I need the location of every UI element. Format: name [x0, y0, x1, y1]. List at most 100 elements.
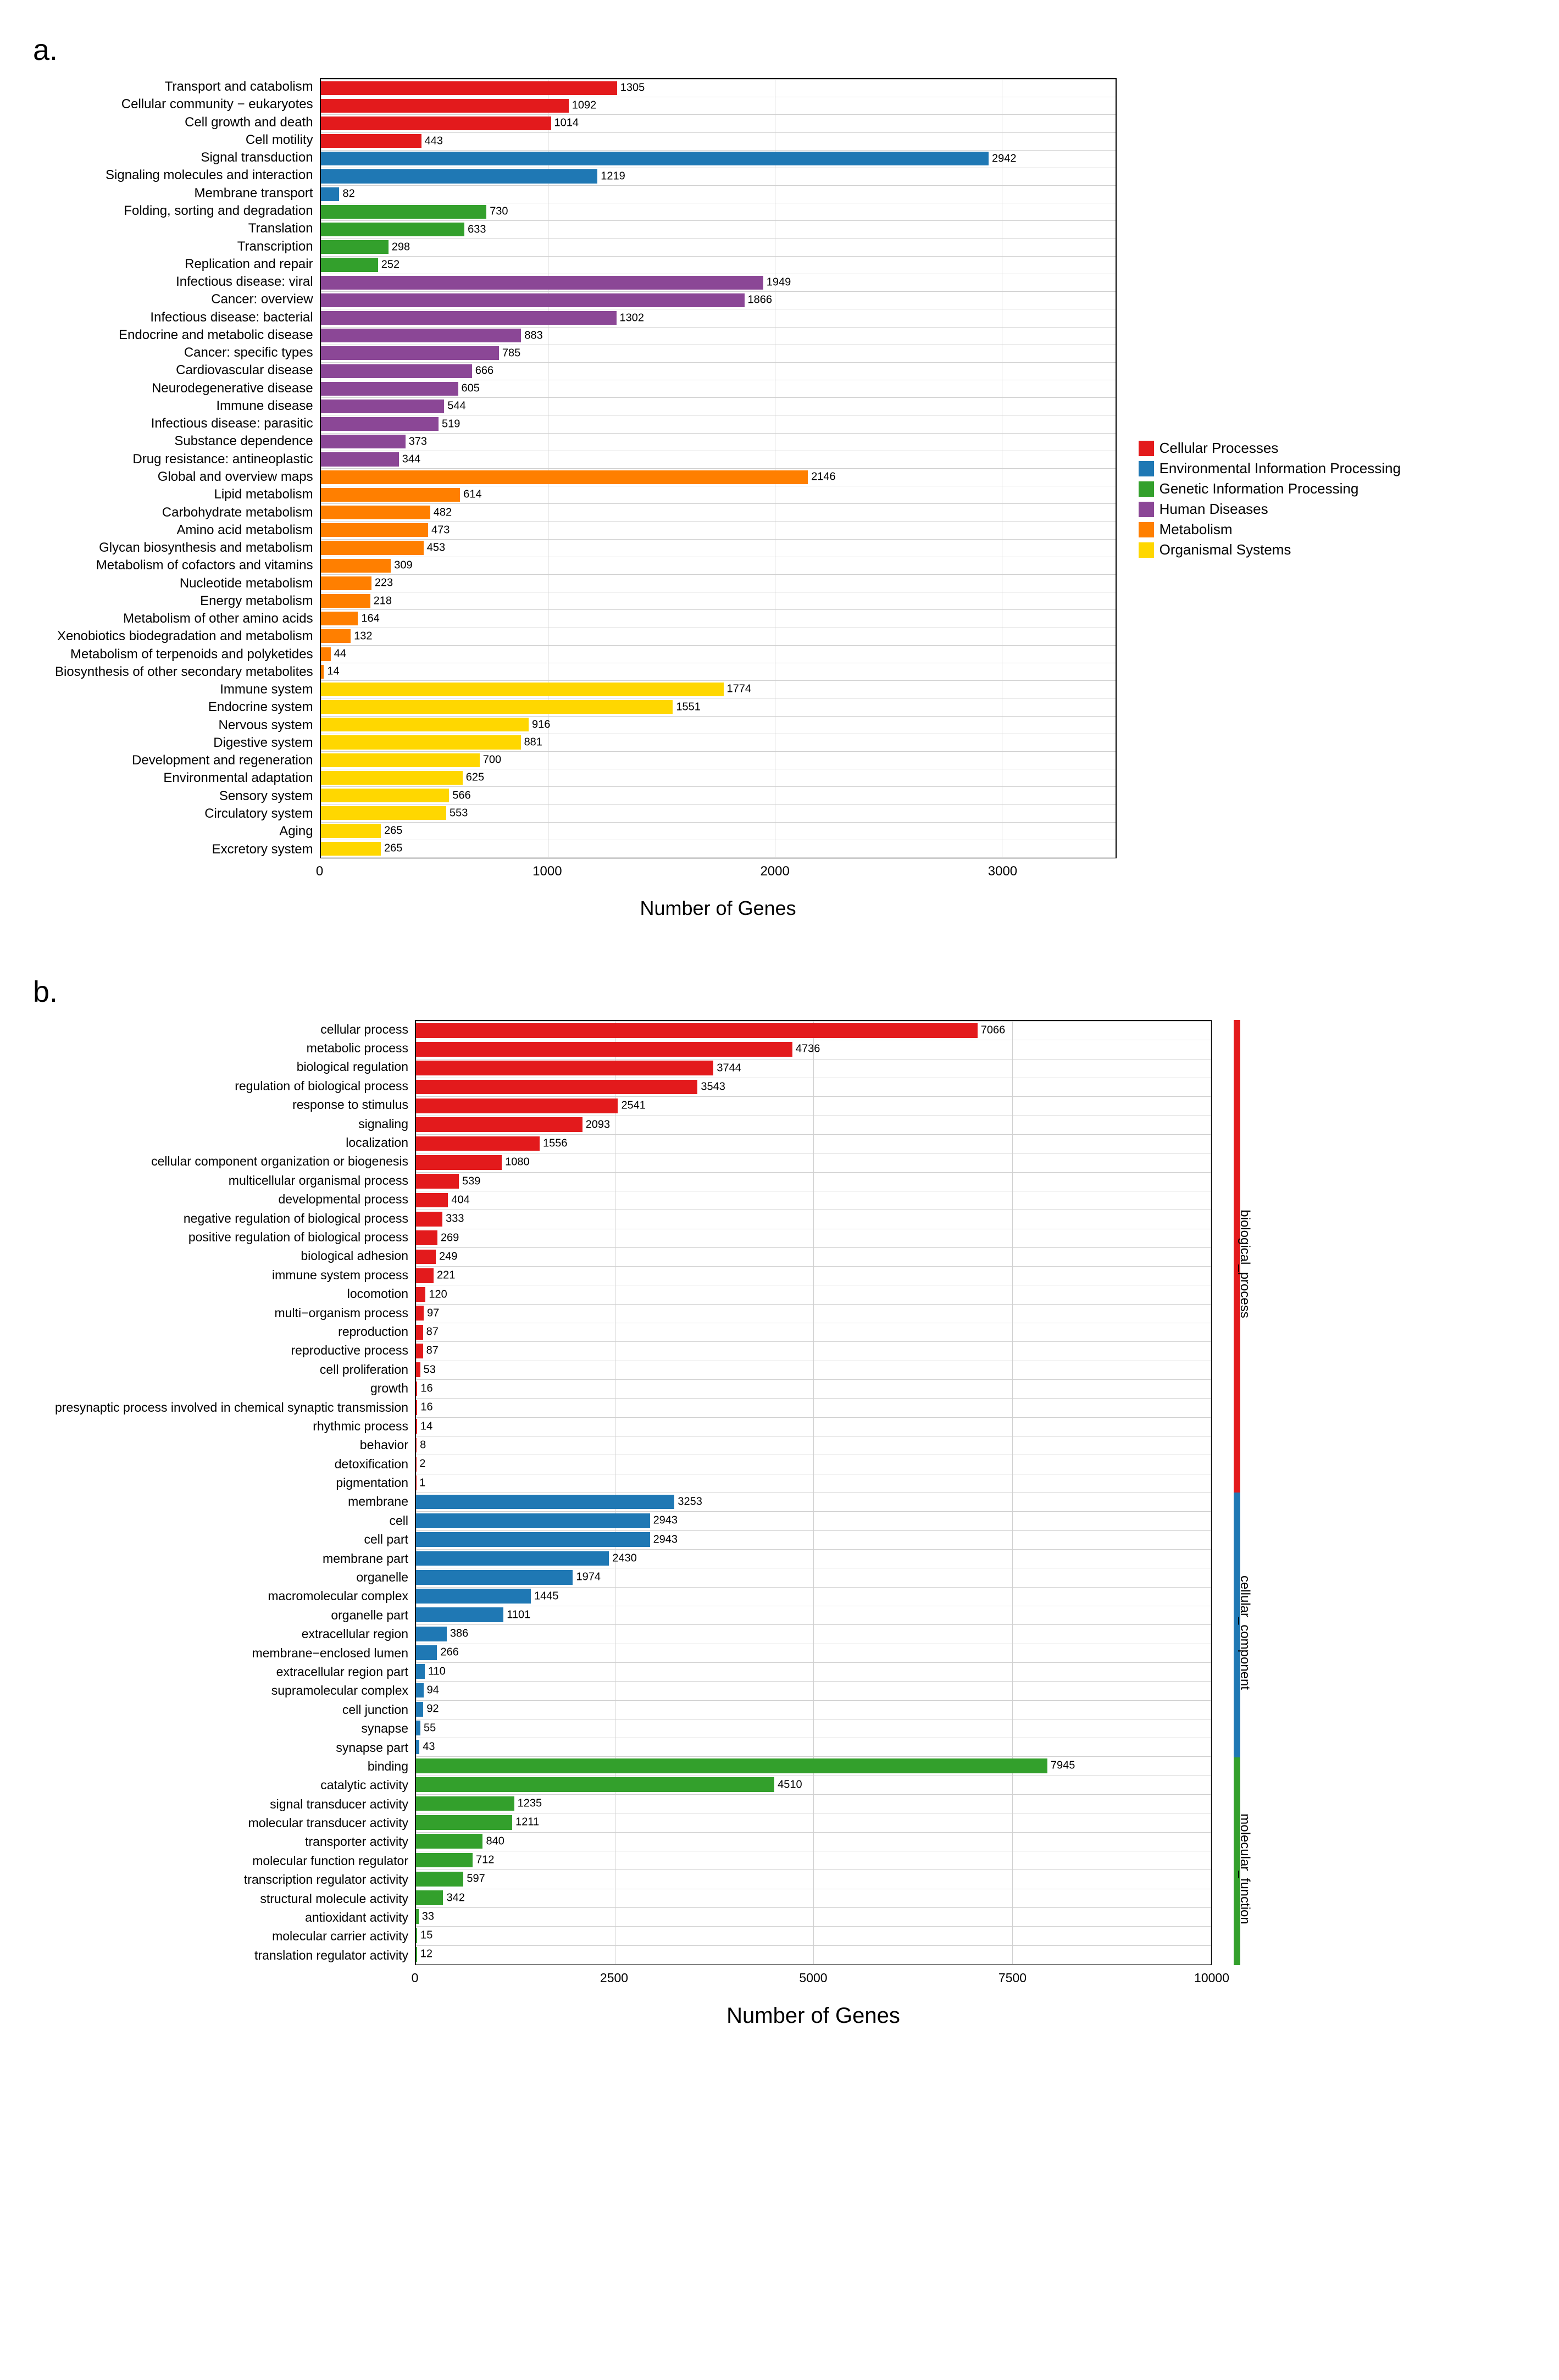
bar-value-label: 249 [436, 1250, 457, 1263]
bar-value-label: 519 [439, 418, 460, 430]
y-category-label: biological adhesion [301, 1250, 408, 1262]
category-strip-label: cellular_component [1237, 1575, 1252, 1690]
legend-label: Organismal Systems [1159, 541, 1291, 558]
y-category-label: macromolecular complex [268, 1590, 408, 1602]
bar-value-label: 1774 [724, 683, 752, 696]
bar-value-label: 16 [417, 1401, 432, 1414]
y-category-label: reproductive process [291, 1344, 409, 1357]
bar-row: 625 [321, 769, 1116, 786]
bar-row: 373 [321, 433, 1116, 451]
bar: 53 [416, 1362, 420, 1377]
y-category-label: Transport and catabolism [165, 80, 313, 93]
bar: 539 [416, 1174, 459, 1189]
bar: 544 [321, 400, 445, 413]
bar-value-label: 1305 [617, 82, 645, 95]
legend-label: Human Diseases [1159, 501, 1268, 518]
bar: 1551 [321, 700, 673, 714]
x-tick-label: 0 [412, 1971, 419, 1985]
bar-value-label: 539 [459, 1175, 480, 1188]
bar-row: 53 [416, 1361, 1211, 1379]
bar-row: 333 [416, 1210, 1211, 1228]
bar: 252 [321, 258, 378, 271]
bar: 1949 [321, 276, 763, 290]
bar-row: 110 [416, 1662, 1211, 1681]
y-category-label: Cardiovascular disease [176, 364, 313, 377]
y-category-label: cell part [364, 1533, 408, 1546]
bar: 3253 [416, 1495, 674, 1510]
panel-b-ylabels: cellular processmetabolic processbiologi… [55, 1020, 415, 1965]
bar-value-label: 404 [448, 1194, 469, 1206]
y-category-label: Biosynthesis of other secondary metaboli… [55, 665, 313, 679]
bar-row: 712 [416, 1851, 1211, 1869]
bar-row: 7066 [416, 1021, 1211, 1040]
y-category-label: behavior [360, 1439, 408, 1451]
bar: 265 [321, 842, 381, 856]
bar-value-label: 881 [521, 736, 542, 749]
y-category-label: Infectious disease: parasitic [151, 417, 313, 430]
bar-row: 2093 [416, 1116, 1211, 1134]
bar: 1014 [321, 116, 551, 130]
bar: 473 [321, 523, 428, 537]
bar-value-label: 482 [430, 506, 452, 519]
bar: 566 [321, 789, 450, 802]
bar-row: 544 [321, 397, 1116, 415]
y-category-label: Cell motility [246, 134, 313, 147]
y-category-label: localization [346, 1136, 408, 1149]
bar-value-label: 1101 [503, 1608, 530, 1621]
y-category-label: cellular component organization or bioge… [151, 1155, 408, 1168]
legend-item: Metabolism [1139, 521, 1401, 538]
legend-swatch [1139, 461, 1154, 476]
bar-value-label: 8 [417, 1439, 426, 1452]
bar-row: 539 [416, 1172, 1211, 1191]
y-category-label: cellular process [320, 1023, 408, 1036]
bar-value-label: 120 [425, 1288, 447, 1301]
bar-value-label: 110 [425, 1665, 446, 1678]
x-tick-label: 2500 [600, 1971, 628, 1985]
y-category-label: synapse part [336, 1741, 408, 1754]
category-strip-label: biological_process [1237, 1210, 1252, 1318]
y-category-label: Infectious disease: bacterial [150, 311, 313, 324]
y-category-label: Nervous system [219, 719, 313, 732]
bar: 1101 [416, 1607, 503, 1622]
bar-value-label: 730 [486, 206, 508, 218]
y-category-label: Drug resistance: antineoplastic [132, 453, 313, 466]
bar-row: 94 [416, 1681, 1211, 1700]
bar: 633 [321, 223, 465, 236]
y-category-label: Environmental adaptation [163, 772, 313, 785]
bar: 4510 [416, 1777, 774, 1792]
y-category-label: Membrane transport [195, 187, 313, 200]
y-category-label: Energy metabolism [200, 595, 313, 608]
y-category-label: negative regulation of biological proces… [184, 1212, 408, 1225]
bar-value-label: 1445 [531, 1590, 559, 1602]
y-category-label: Immune system [220, 683, 313, 696]
y-category-label: supramolecular complex [271, 1684, 408, 1697]
bar-row: 597 [416, 1869, 1211, 1888]
y-category-label: Neurodegenerative disease [152, 382, 313, 395]
y-category-label: cell junction [342, 1704, 408, 1716]
bar-row: 2943 [416, 1530, 1211, 1549]
x-tick-label: 5000 [799, 1971, 827, 1985]
bar: 2942 [321, 152, 989, 165]
bar-value-label: 92 [423, 1703, 439, 1716]
bar-value-label: 44 [331, 648, 346, 661]
bar-value-label: 2 [416, 1458, 425, 1471]
bar-row: 1305 [321, 79, 1116, 97]
y-category-label: Nucleotide metabolism [180, 577, 313, 590]
bar: 97 [416, 1306, 424, 1321]
bar: 333 [416, 1212, 442, 1227]
bar: 1235 [416, 1796, 514, 1811]
bar-value-label: 1092 [569, 99, 597, 112]
bar-value-label: 333 [442, 1213, 464, 1225]
bar-value-label: 97 [424, 1307, 439, 1319]
bar: 12 [416, 1947, 417, 1962]
bar-row: 265 [321, 840, 1116, 857]
bar: 2430 [416, 1551, 609, 1566]
y-category-label: regulation of biological process [235, 1080, 408, 1092]
panel-b-chart: 7066473637443543254120931556108053940433… [415, 1020, 1212, 1965]
legend-swatch [1139, 481, 1154, 497]
bar-value-label: 2093 [582, 1118, 611, 1131]
bar-value-label: 218 [370, 595, 392, 607]
y-category-label: Xenobiotics biodegradation and metabolis… [57, 630, 313, 643]
bar: 344 [321, 452, 399, 466]
y-category-label: membrane part [323, 1552, 408, 1565]
